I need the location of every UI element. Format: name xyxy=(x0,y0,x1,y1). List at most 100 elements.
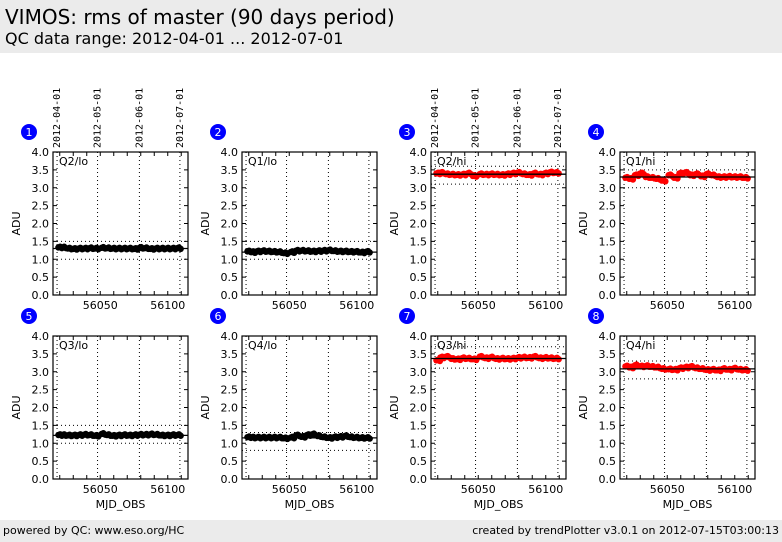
plot-panel-5: 0.0 0.5 1.0 1.5 2.0 2.5 3.0 3.5 4.0 56050 56100 Q3/… xyxy=(10,308,189,511)
y-tick-label: 0.5 xyxy=(221,455,239,468)
plot-area xyxy=(53,336,188,479)
x-axis-label: MJD_OBS xyxy=(96,498,146,511)
y-tick-label: 2.0 xyxy=(410,402,428,415)
y-axis-label: ADU xyxy=(577,211,590,235)
y-tick-label: 3.5 xyxy=(32,164,50,177)
y-axis-label: ADU xyxy=(10,211,23,235)
y-tick-label: 3.5 xyxy=(32,348,50,361)
panel-number-badge xyxy=(21,124,37,140)
y-tick-label: 0.5 xyxy=(599,271,617,284)
x-tick-label: 56100 xyxy=(150,483,185,496)
y-tick-label: 4.0 xyxy=(221,146,239,159)
y-tick-label: 3.5 xyxy=(410,164,428,177)
y-tick-label: 3.5 xyxy=(410,348,428,361)
plot-panel-7: 0.0 0.5 1.0 1.5 2.0 2.5 3.0 3.5 4.0 56050 56100 Q3/… xyxy=(388,308,567,511)
data-point xyxy=(555,170,562,177)
y-tick-label: 4.0 xyxy=(410,330,428,343)
panel-number: 6 xyxy=(215,310,222,323)
plot-panel-3: 0.0 0.5 1.0 1.5 2.0 2.5 3.0 3.5 4.0 56050 56100 Q2/… xyxy=(388,88,567,312)
y-tick-label: 0.0 xyxy=(410,473,428,486)
page-title: VIMOS: rms of master (90 days period) xyxy=(5,5,395,29)
y-tick-label: 4.0 xyxy=(32,146,50,159)
x-axis-label: MJD_OBS xyxy=(474,498,524,511)
header: VIMOS: rms of master (90 days period) QC… xyxy=(0,0,782,53)
y-tick-label: 2.5 xyxy=(410,384,428,397)
date-label: 2012-06-01 xyxy=(134,88,145,148)
x-tick-label: 56100 xyxy=(339,299,374,312)
x-tick-label: 56050 xyxy=(650,299,685,312)
x-tick-label: 56100 xyxy=(717,483,752,496)
date-label: 2012-07-01 xyxy=(553,88,564,148)
y-tick-label: 1.5 xyxy=(221,419,239,432)
panel-number: 7 xyxy=(404,310,411,323)
x-tick-label: 56050 xyxy=(83,299,118,312)
plot-grid: 0.0 0.5 1.0 1.5 2.0 2.5 3.0 3.5 4.0 56050 56100 Q2/… xyxy=(10,88,756,511)
plot-panel-4: 0.0 0.5 1.0 1.5 2.0 2.5 3.0 3.5 4.0 56050 56100 Q1/… xyxy=(577,124,756,312)
y-tick-label: 3.0 xyxy=(599,366,617,379)
y-tick-label: 3.5 xyxy=(221,348,239,361)
y-tick-label: 1.0 xyxy=(221,253,239,266)
panel-label: Q2/hi xyxy=(437,155,466,168)
y-axis-label: ADU xyxy=(199,211,212,235)
panel-number-badge xyxy=(210,308,226,324)
y-tick-label: 3.5 xyxy=(221,164,239,177)
panel-number-badge xyxy=(399,308,415,324)
y-tick-label: 3.0 xyxy=(410,182,428,195)
y-tick-label: 2.5 xyxy=(32,200,50,213)
panel-label: Q3/hi xyxy=(437,339,466,352)
y-tick-label: 1.0 xyxy=(32,253,50,266)
data-point xyxy=(744,175,751,182)
plot-panel-8: 0.0 0.5 1.0 1.5 2.0 2.5 3.0 3.5 4.0 56050 56100 Q4/… xyxy=(577,308,756,511)
y-tick-label: 2.5 xyxy=(221,200,239,213)
plot-panel-6: 0.0 0.5 1.0 1.5 2.0 2.5 3.0 3.5 4.0 56050 56100 Q4/… xyxy=(199,308,378,511)
y-axis-label: ADU xyxy=(199,395,212,419)
x-tick-label: 56050 xyxy=(272,483,307,496)
y-tick-label: 2.0 xyxy=(221,218,239,231)
x-tick-label: 56050 xyxy=(461,483,496,496)
x-tick-label: 56050 xyxy=(650,483,685,496)
panel-number-badge xyxy=(399,124,415,140)
y-tick-label: 0.0 xyxy=(410,289,428,302)
date-label: 2012-06-01 xyxy=(512,88,523,148)
y-tick-label: 2.0 xyxy=(410,218,428,231)
y-tick-label: 1.5 xyxy=(221,235,239,248)
footer: powered by QC: www.eso.org/HC created by… xyxy=(0,520,782,542)
plot-area xyxy=(53,152,188,295)
panel-label: Q3/lo xyxy=(59,339,88,352)
date-label: 2012-05-01 xyxy=(471,88,482,148)
data-point xyxy=(662,178,669,185)
panel-number: 3 xyxy=(404,126,411,139)
y-tick-label: 3.0 xyxy=(410,366,428,379)
panel-number-badge xyxy=(21,308,37,324)
y-tick-label: 3.5 xyxy=(599,164,617,177)
y-tick-label: 0.5 xyxy=(599,455,617,468)
footer-powered-by: powered by QC: www.eso.org/HC xyxy=(3,524,185,537)
y-tick-label: 2.0 xyxy=(32,218,50,231)
plot-area xyxy=(620,336,755,479)
y-tick-label: 3.5 xyxy=(599,348,617,361)
panel-number-badge xyxy=(588,308,604,324)
panel-number: 4 xyxy=(593,126,600,139)
y-tick-label: 4.0 xyxy=(599,330,617,343)
y-tick-label: 1.0 xyxy=(221,437,239,450)
y-tick-label: 2.5 xyxy=(599,200,617,213)
y-tick-label: 2.5 xyxy=(32,384,50,397)
y-tick-label: 1.0 xyxy=(599,437,617,450)
y-tick-label: 3.0 xyxy=(221,366,239,379)
y-tick-label: 0.5 xyxy=(410,455,428,468)
y-tick-label: 0.0 xyxy=(599,289,617,302)
data-point xyxy=(555,356,562,363)
plot-area xyxy=(242,336,377,479)
y-tick-label: 2.5 xyxy=(221,384,239,397)
y-axis-label: ADU xyxy=(577,395,590,419)
x-tick-label: 56100 xyxy=(339,483,374,496)
y-tick-label: 1.5 xyxy=(410,235,428,248)
panel-number-badge xyxy=(210,124,226,140)
footer-created-by: created by trendPlotter v3.0.1 on 2012-0… xyxy=(472,524,779,537)
plot-panel-1: 0.0 0.5 1.0 1.5 2.0 2.5 3.0 3.5 4.0 56050 56100 Q2/… xyxy=(10,88,189,312)
y-tick-label: 2.0 xyxy=(599,218,617,231)
y-tick-label: 0.5 xyxy=(32,455,50,468)
panel-label: Q1/hi xyxy=(626,155,655,168)
y-tick-label: 3.0 xyxy=(599,182,617,195)
y-tick-label: 1.5 xyxy=(410,419,428,432)
